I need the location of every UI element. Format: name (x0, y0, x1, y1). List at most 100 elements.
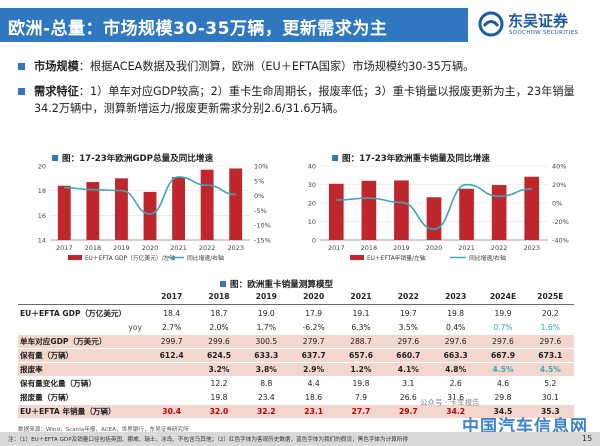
table-row: 报废量（万辆） 19.8 23.4 18.6 7.9 26.6 31.6 29.8 30.1 (18, 391, 574, 404)
table-header-cell: 2021 (350, 292, 372, 301)
row-label: 单车对应GDP（万美元） (20, 337, 107, 346)
table-header-row: 2017 2018 2019 2020 2021 2022 2023 2024E 2025E (18, 290, 574, 303)
x-tick-label: 2021 (170, 244, 187, 252)
y2-tick-label: -20% (552, 218, 569, 226)
table-cell: 4.5% (539, 365, 561, 374)
table-cell: 663.3 (443, 351, 468, 360)
table-cell: 3.1 (402, 379, 415, 388)
table-row: EU＋EFTA 年销量（万辆） 30.4 32.0 32.2 23.1 27.7 29.7 3… (18, 405, 574, 418)
legend-line-label: 同比增速/右轴 (469, 254, 506, 262)
x-tick-label: 2023 (523, 244, 540, 252)
table-cell: 4.8% (445, 365, 467, 374)
table-row: 保有量变化量（万辆） 12.2 8.8 4.4 19.8 3.1 2.6 4.6 5.2 (18, 377, 574, 390)
x-tick-label: 2020 (142, 244, 159, 252)
table-cell: 2.6 (449, 379, 462, 388)
table-cell: 12.2 (210, 379, 228, 388)
table-cell: 19.8 (210, 393, 228, 402)
y-tick-label: 20 (38, 163, 46, 171)
table-cell: 3.2% (208, 365, 230, 374)
table-cell: 660.7 (396, 351, 421, 360)
y-tick-label: 20 (308, 200, 316, 208)
table-cell: 2.7% (162, 323, 182, 332)
table-cell: 35.3 (540, 407, 560, 416)
y2-tick-label: -40% (552, 237, 569, 245)
table-cell: 7.9 (354, 393, 368, 402)
y2-tick-label: 40% (552, 163, 566, 171)
table-cell: 29.7 (398, 407, 418, 416)
bar (459, 188, 474, 240)
bullet-marker-icon (18, 88, 25, 95)
y2-tick-label: -5% (254, 207, 267, 215)
table-cell: 297.6 (397, 337, 420, 346)
legend-line-label: 同比增速/右轴 (187, 254, 224, 262)
bullet-marker-icon (18, 63, 25, 70)
y2-tick-label: 5% (254, 177, 264, 185)
table-header-cell: 2017 (161, 292, 183, 301)
table-cell: 4.6 (496, 379, 510, 388)
x-tick-label: 2023 (227, 244, 244, 252)
table-cell: 0.7% (493, 323, 513, 332)
bar (57, 185, 71, 240)
table-cell: 3.8% (255, 365, 277, 374)
table-cell: 26.6 (399, 393, 417, 402)
y-tick-label: 30 (308, 181, 316, 189)
series-line (64, 176, 236, 215)
bullet-text: 需求特征：1）单车对应GDP较高；2）重卡生命周期长，报废率低；3）重卡销量以报… (34, 83, 594, 117)
table-cell: 633.3 (254, 351, 279, 360)
table-cell: 1.6% (540, 323, 560, 332)
chart-gdp-title: 图：17-23年欧洲GDP总量及同比增速 (52, 152, 213, 164)
table-cell: 18.6 (305, 393, 323, 402)
table-cell: 1.2% (350, 365, 372, 374)
legend-bar-label: EU＋EFTA GDP（万亿美元）/左轴 (85, 254, 175, 262)
y-tick-label: 16 (38, 212, 46, 220)
table-cell: 297.6 (492, 337, 514, 346)
table-cell: 19.1 (352, 309, 370, 318)
logo-name: 东吴证券 (508, 12, 569, 30)
table-header-cell: 2020 (303, 292, 325, 301)
chart-gdp: 14 16 18 20 -15% -10% -5% 0% 5% 10% 2017 2018 2019 20… (38, 163, 271, 263)
bar (361, 180, 377, 240)
table-cell: 18.7 (210, 309, 228, 318)
table-cell: 18.4 (163, 309, 181, 318)
x-tick-label: 2018 (361, 244, 378, 252)
bar (172, 177, 185, 240)
bar (524, 176, 540, 240)
legend-bar-swatch (68, 255, 82, 260)
table-cell: 32.2 (256, 407, 276, 416)
y-tick-label: 40 (308, 163, 316, 171)
table-row: 报废率 3.2% 3.8% 2.9% 1.2% 4.1% 4.8% 4.5% 4.5% (18, 363, 574, 376)
row-label: 报废率 (20, 365, 43, 374)
row-label: 保有量（万辆） (20, 351, 74, 360)
table-cell: 23.4 (257, 393, 275, 402)
table-cell: -6.2% (302, 323, 325, 332)
y-tick-label: 18 (38, 187, 46, 195)
chart-truck-title: 图：17-23年欧洲重卡销量及同比增速 (332, 152, 490, 164)
brand-logo: 东吴证券 SOOCHOW SECURITIES (478, 9, 596, 43)
table-cell: 17.9 (305, 309, 323, 318)
source-note: 数据来源：Wind，Scania年报，ACEA，世界银行，东吴证券研究所 (18, 427, 189, 433)
table-cell: 19.9 (494, 309, 512, 318)
table-cell: 19.0 (257, 309, 275, 318)
table-cell: 34.2 (446, 407, 466, 416)
y2-tick-label: 0% (254, 192, 264, 200)
table-cell: 612.4 (159, 351, 184, 360)
table-row: EU＋EFTA GDP（万亿美元） 18.4 18.7 19.0 17.9 19.1 19.… (18, 307, 574, 320)
page-title: 欧洲-总量：市场规模30-35万辆，更新需求为主 (8, 19, 388, 39)
table-cell: 19.7 (399, 309, 417, 318)
table-title: 图：欧洲重卡销量测算模型 (220, 278, 333, 290)
table-rule (18, 304, 574, 305)
y2-tick-label: -15% (254, 237, 271, 245)
table-header-cell: 2023 (445, 292, 467, 301)
table-row: 保有量（万辆） 612.4 624.5 633.3 637.7 657.6 660.7 663… (18, 349, 574, 362)
table-header-cell: 2018 (208, 292, 230, 301)
table-cell: 8.8 (260, 379, 273, 388)
table-cell: 4.4 (307, 379, 320, 388)
bullet-key: 市场规模 (34, 60, 79, 73)
table-header-cell: 2025E (537, 292, 564, 301)
table-cell: 1.7% (256, 323, 276, 332)
row-label: yoy (128, 323, 142, 332)
row-label: EU＋EFTA 年销量（万辆） (20, 407, 116, 416)
chart-truck: 0 10 20 30 40 -40% -20% 0% 20% 40% 2017 2018 2019 202… (308, 163, 569, 263)
table-cell: 19.8 (447, 309, 465, 318)
bullet-key: 需求特征 (34, 85, 79, 98)
